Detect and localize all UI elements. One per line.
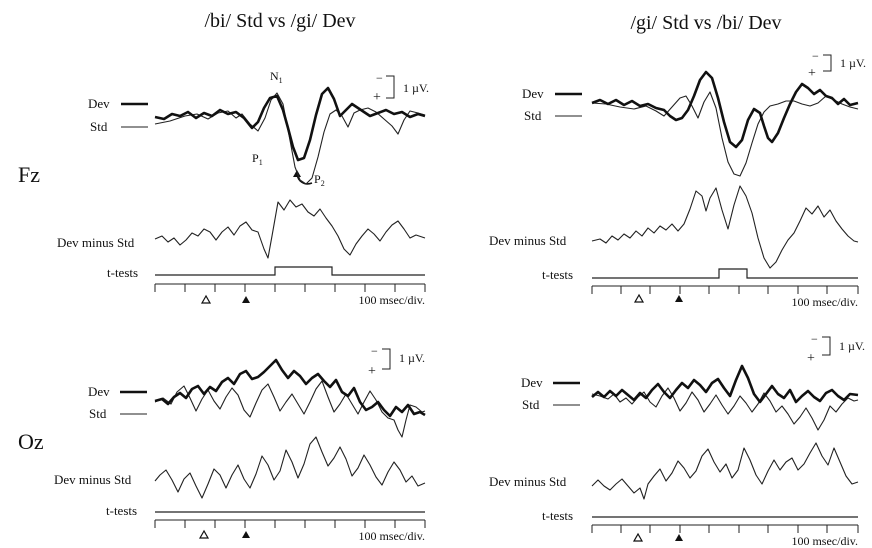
scale-bracket [822, 336, 831, 356]
dev-waveform [591, 364, 859, 404]
scale-plus: + [368, 364, 376, 379]
std-waveform [154, 92, 426, 185]
row-label-fz: Fz [18, 162, 40, 187]
time-scale-label: 100 msec/div. [791, 295, 858, 309]
peak-label-p1: P1 [252, 151, 263, 167]
scale-label: 1 µV. [839, 339, 865, 353]
legend-std-label: Std [524, 108, 542, 123]
std-waveform [591, 387, 859, 431]
scale-minus: − [371, 344, 378, 358]
difference-waveform [154, 199, 426, 259]
difference-waveform [591, 442, 859, 500]
time-scale-label: 100 msec/div. [791, 534, 858, 548]
amplitude-scale: − + 1 µV. [368, 344, 425, 379]
stimulus-onset-marker-open [200, 294, 212, 304]
time-scale-label: 100 msec/div. [358, 293, 425, 307]
dev-minus-std-label: Dev minus Std [57, 235, 135, 250]
t-tests-label: t-tests [542, 508, 573, 523]
difference-waveform [591, 185, 859, 269]
time-axis: 100 msec/div. [591, 524, 859, 548]
stimulus-onset-marker-filled [675, 295, 683, 302]
scale-plus: + [807, 351, 815, 366]
dev-waveform [154, 358, 426, 418]
stimulus-onset-marker-filled [242, 296, 250, 303]
stimulus-onset-marker-filled [675, 534, 683, 541]
legend-dev-label: Dev [88, 384, 110, 399]
time-axis: 100 msec/div. [154, 283, 426, 307]
scale-bracket [386, 75, 395, 99]
legend-dev-label: Dev [522, 86, 544, 101]
scale-minus: − [812, 49, 819, 63]
peak-label-p2: P2 [314, 172, 325, 188]
dev-waveform [591, 70, 859, 149]
t-tests-label: t-tests [107, 265, 138, 280]
time-scale-label: 100 msec/div. [358, 529, 425, 543]
dev-minus-std-label: Dev minus Std [489, 474, 567, 489]
t-tests-label: t-tests [106, 503, 137, 518]
stimulus-onset-marker-open [632, 532, 644, 542]
std-waveform [591, 91, 859, 177]
panel-oz-left: Dev Std − + 1 µV. Dev minus Std t-tests [54, 344, 426, 543]
scale-minus: − [811, 332, 818, 346]
legend-dev-label: Dev [88, 96, 110, 111]
panel-fz-right: Dev Std − + 1 µV. Dev minus Std t-tests [489, 49, 866, 309]
dev-minus-std-label: Dev minus Std [489, 233, 567, 248]
amplitude-scale: − + 1 µV. [373, 71, 429, 105]
scale-minus: − [376, 71, 383, 85]
t-test-trace [155, 266, 425, 276]
legend-std-label: Std [89, 406, 107, 421]
legend-dev-label: Dev [521, 375, 543, 390]
scale-plus: + [808, 66, 816, 81]
scale-bracket [382, 348, 391, 370]
scale-plus: + [373, 90, 381, 105]
scale-label: 1 µV. [399, 351, 425, 365]
panel-oz-right: Dev Std − + 1 µV. Dev minus Std t-tests [489, 332, 865, 548]
scale-label: 1 µV. [840, 56, 866, 70]
amplitude-scale: − + 1 µV. [808, 49, 866, 81]
dev-minus-std-label: Dev minus Std [54, 472, 132, 487]
scale-bracket [823, 54, 832, 72]
column-title-right: /gi/ Std vs /bi/ Dev [630, 12, 781, 34]
legend-std-label: Std [522, 397, 540, 412]
panel-fz-left: Dev Std − + 1 µV. N1 P1 P2 Dev minus Std… [57, 69, 429, 307]
time-axis: 100 msec/div. [154, 519, 426, 543]
row-label-oz: Oz [18, 429, 44, 454]
column-title-left: /bi/ Std vs /gi/ Dev [204, 10, 355, 32]
dev-waveform [154, 86, 426, 162]
legend-std-label: Std [90, 119, 108, 134]
stimulus-onset-marker-open [633, 293, 645, 303]
stimulus-onset-marker-open [198, 529, 210, 539]
scale-label: 1 µV. [403, 81, 429, 95]
t-test-trace [592, 268, 858, 279]
t-tests-label: t-tests [542, 267, 573, 282]
amplitude-scale: − + 1 µV. [807, 332, 865, 366]
difference-waveform [154, 436, 426, 499]
time-axis: 100 msec/div. [591, 285, 859, 309]
peak-label-n1: N1 [270, 69, 283, 85]
stimulus-onset-marker-filled [242, 531, 250, 538]
